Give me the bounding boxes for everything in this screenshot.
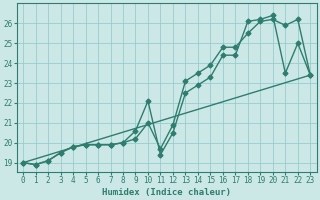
X-axis label: Humidex (Indice chaleur): Humidex (Indice chaleur) <box>102 188 231 197</box>
